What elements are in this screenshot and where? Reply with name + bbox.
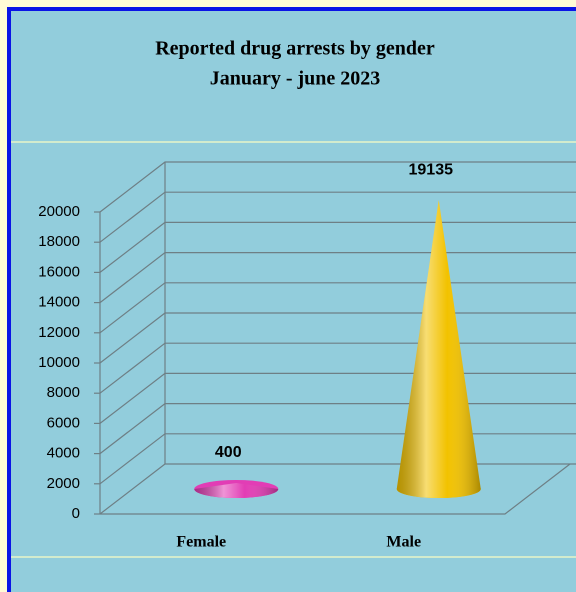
y-tick-label: 14000 — [38, 294, 80, 311]
cone-shine — [396, 200, 481, 498]
chart-title: Reported drug arrests by gender — [155, 38, 435, 60]
value-label: 19135 — [409, 161, 454, 178]
cone — [194, 480, 279, 498]
y-tick-label: 2000 — [47, 475, 80, 492]
y-tick-label: 20000 — [38, 203, 80, 220]
y-tick-label: 18000 — [38, 233, 80, 250]
cone-shine — [194, 482, 279, 498]
x-tick-label: Male — [386, 534, 421, 551]
y-tick-label: 4000 — [47, 445, 80, 462]
y-tick-label: 10000 — [38, 354, 80, 371]
grid-line — [99, 161, 576, 213]
y-tick-label: 16000 — [38, 263, 80, 280]
y-tick-label: 8000 — [47, 384, 80, 401]
y-tick-label: 0 — [72, 505, 80, 522]
grid-line — [99, 191, 576, 243]
y-tick-label: 12000 — [38, 324, 80, 341]
floor — [100, 463, 571, 515]
panel — [7, 7, 576, 592]
chart-subtitle: January - june 2023 — [210, 68, 381, 90]
cone — [396, 200, 481, 498]
plot: 0 2000 4000 6000 8000 10000 12000 14000 16000 180… — [38, 161, 576, 551]
value-label: 400 — [215, 444, 242, 461]
x-tick-label: Female — [176, 534, 226, 551]
y-tick-label: 6000 — [47, 414, 80, 431]
